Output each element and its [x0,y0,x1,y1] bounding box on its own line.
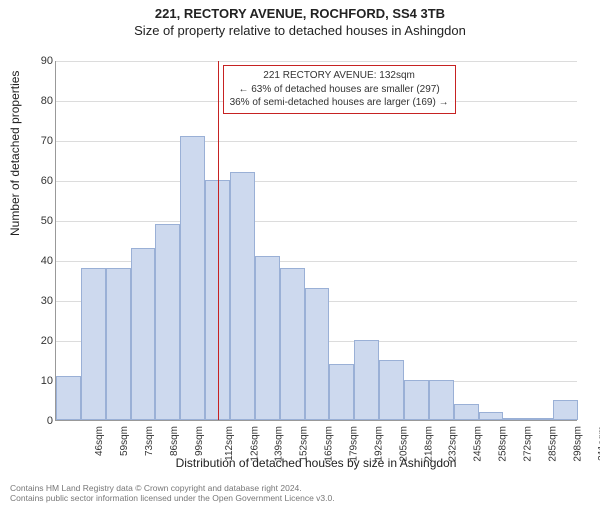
x-tick-label: 59sqm [119,426,130,456]
y-tick-label: 0 [23,415,53,427]
reference-line [218,61,219,420]
histogram-bar [180,136,205,420]
y-axis-label: Number of detached properties [8,71,22,236]
x-tick-label: 205sqm [398,426,409,462]
x-tick-label: 311sqm [596,426,600,461]
chart-plot-area: 221 RECTORY AVENUE: 132sqm← 63% of detac… [55,61,577,421]
y-tick-label: 10 [23,375,53,387]
histogram-bar [56,376,81,420]
x-tick-label: 192sqm [373,426,384,462]
x-tick-label: 218sqm [423,426,434,462]
x-tick-label: 86sqm [169,426,180,456]
info-box-line: ← 63% of detached houses are smaller (29… [230,83,449,97]
x-tick-label: 298sqm [572,426,583,462]
chart-title-main: 221, RECTORY AVENUE, ROCHFORD, SS4 3TB [0,6,600,21]
gridline [56,141,577,142]
histogram-bar [479,412,504,420]
y-tick-label: 40 [23,255,53,267]
histogram-bar [329,364,354,420]
x-tick-label: 165sqm [324,426,335,462]
x-tick-label: 179sqm [349,426,360,462]
chart-title-sub: Size of property relative to detached ho… [0,23,600,38]
histogram-bar [106,268,131,420]
x-tick-label: 232sqm [448,426,459,462]
gridline [56,221,577,222]
histogram-bar [553,400,578,420]
y-tick-label: 60 [23,175,53,187]
histogram-bar [503,418,528,420]
x-tick-label: 245sqm [473,426,484,462]
y-tick-label: 90 [23,55,53,67]
histogram-bar [155,224,180,420]
x-tick-label: 73sqm [144,426,155,456]
x-tick-label: 126sqm [249,426,260,462]
y-tick-label: 80 [23,95,53,107]
histogram-bar [255,256,280,420]
x-tick-label: 139sqm [274,426,285,462]
y-tick-label: 30 [23,295,53,307]
x-tick-label: 46sqm [94,426,105,456]
histogram-bar [230,172,255,420]
histogram-bar [280,268,305,420]
gridline [56,181,577,182]
x-tick-label: 285sqm [547,426,558,462]
x-tick-label: 152sqm [299,426,310,462]
info-box-line: 36% of semi-detached houses are larger (… [230,96,449,110]
footer-line1: Contains HM Land Registry data © Crown c… [10,483,335,493]
info-box: 221 RECTORY AVENUE: 132sqm← 63% of detac… [223,65,456,114]
plot-region [55,61,577,421]
y-tick-label: 20 [23,335,53,347]
y-tick-label: 70 [23,135,53,147]
histogram-bar [81,268,106,420]
histogram-bar [454,404,479,420]
histogram-bar [354,340,379,420]
x-tick-label: 99sqm [194,426,205,456]
gridline [56,61,577,62]
x-tick-label: 112sqm [224,426,235,461]
x-tick-label: 272sqm [523,426,534,462]
histogram-bar [528,418,553,420]
y-tick-label: 50 [23,215,53,227]
histogram-bar [131,248,156,420]
histogram-bar [305,288,330,420]
footer-line2: Contains public sector information licen… [10,493,335,503]
info-box-line: 221 RECTORY AVENUE: 132sqm [230,69,449,83]
histogram-bar [429,380,454,420]
histogram-bar [404,380,429,420]
x-tick-label: 258sqm [498,426,509,462]
histogram-bar [379,360,404,420]
